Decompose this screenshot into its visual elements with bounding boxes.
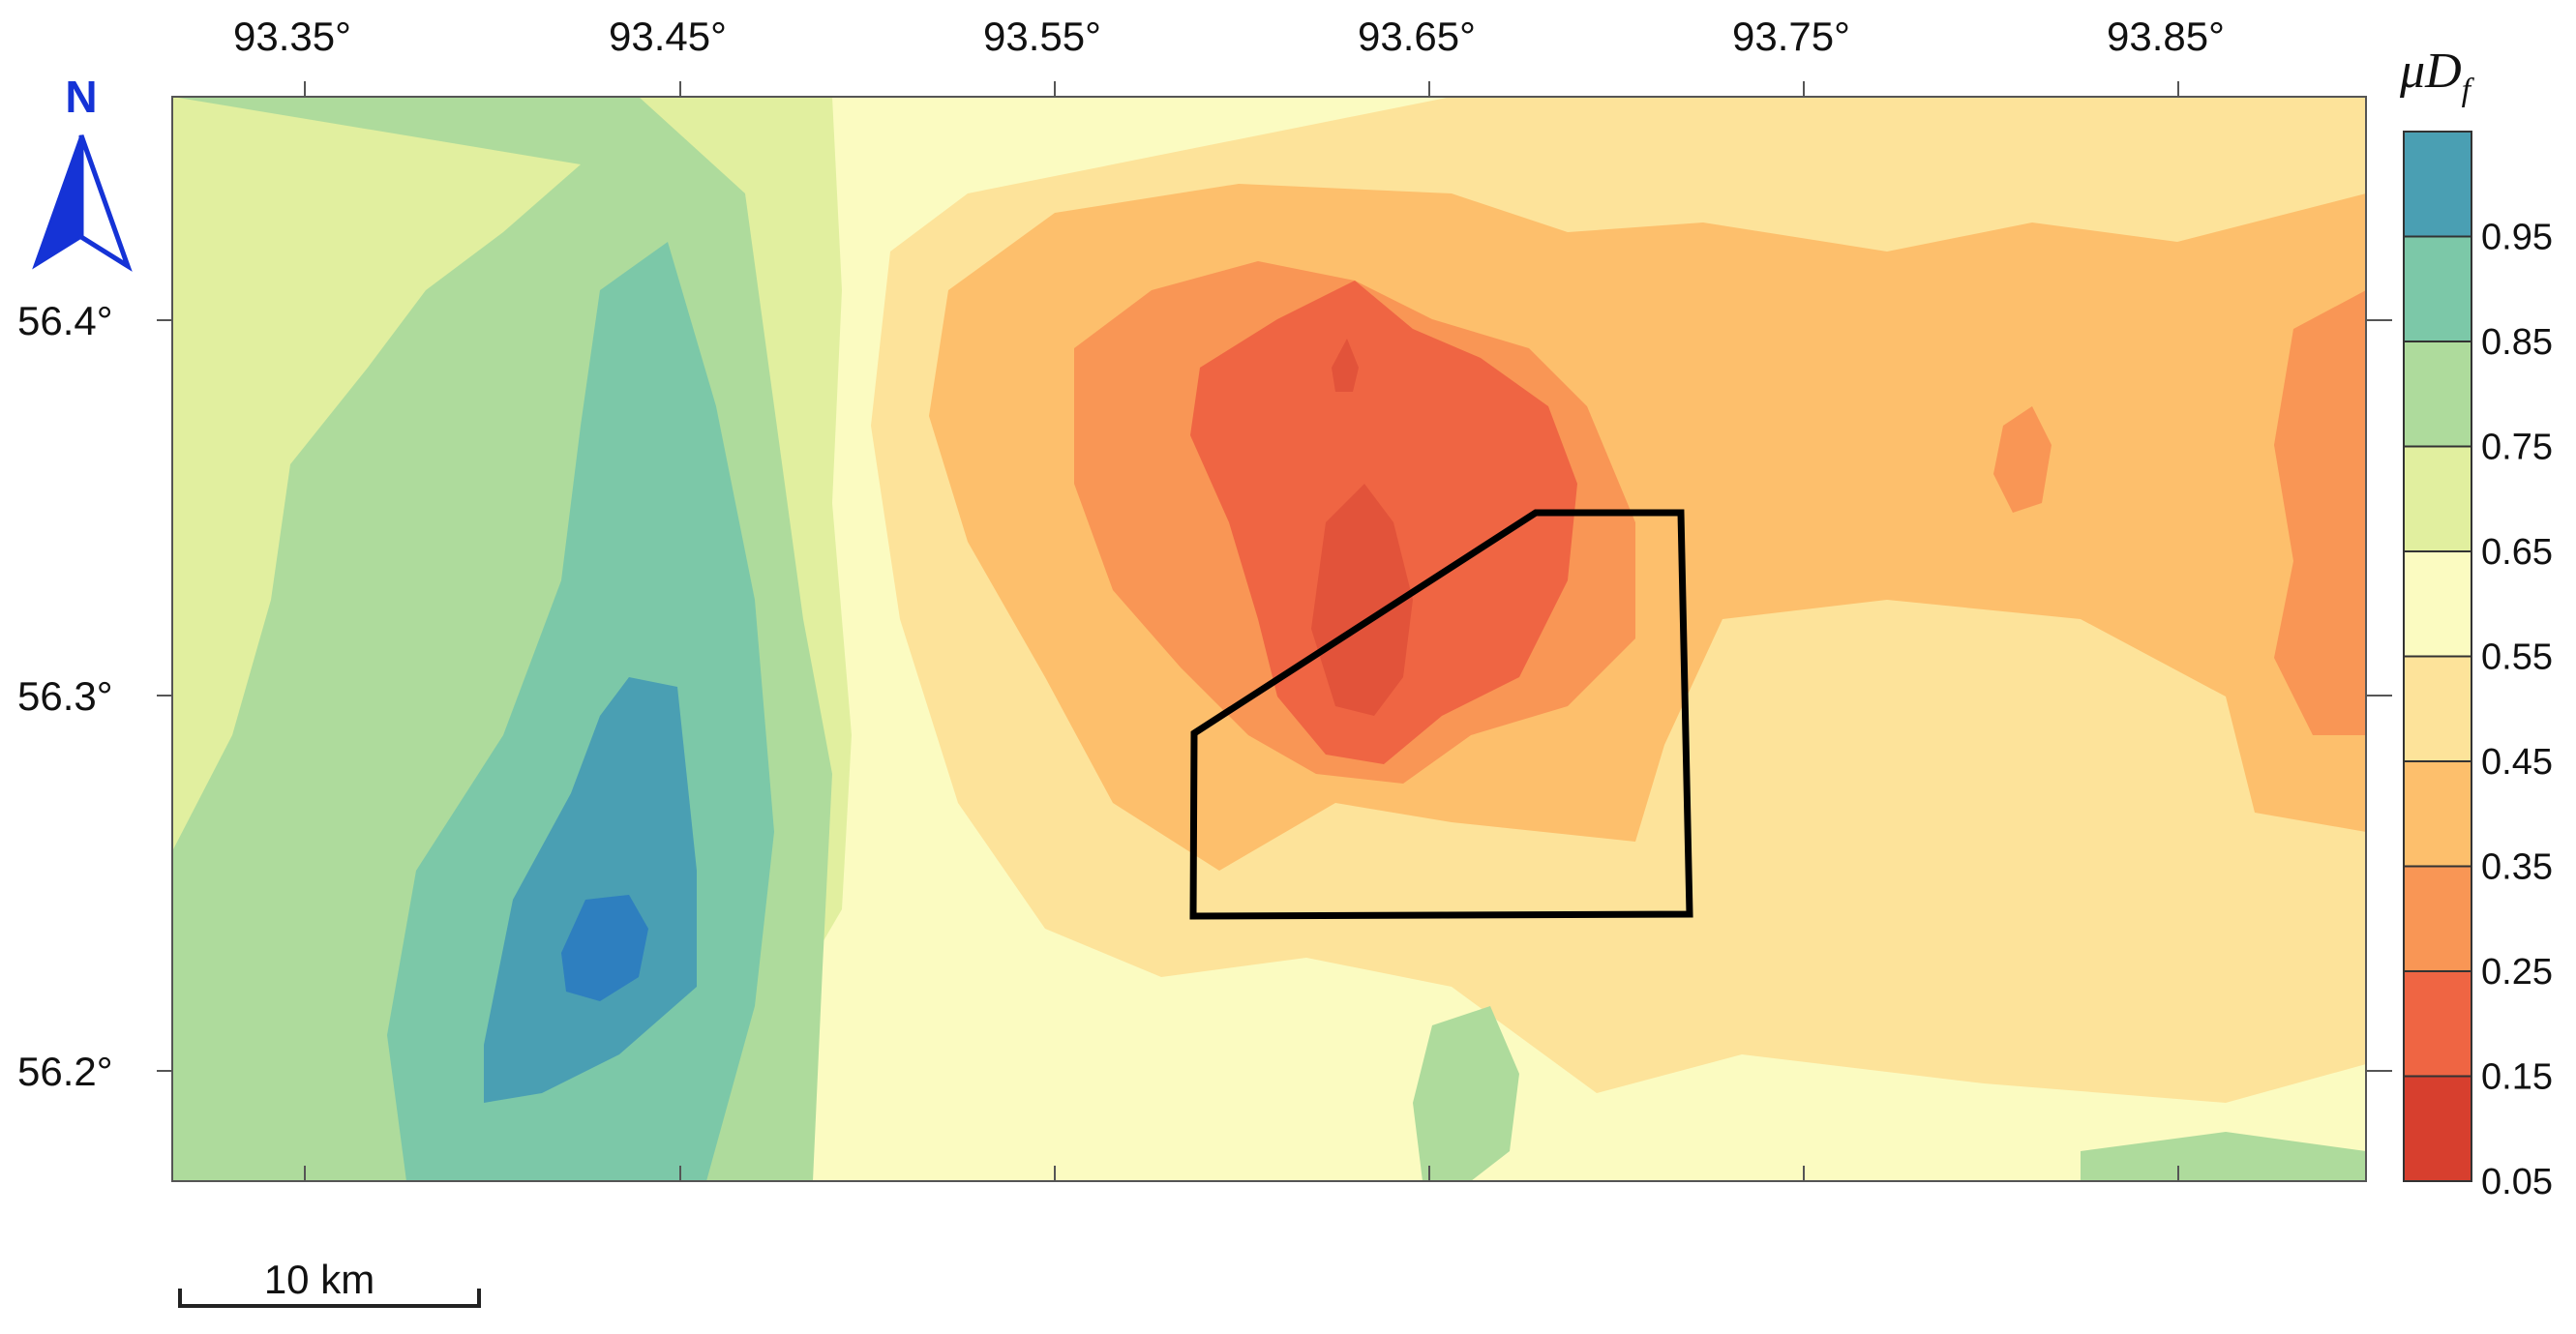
study-area-polygon — [1189, 509, 1693, 920]
scale-bar-line — [178, 1289, 481, 1308]
north-arrow: N — [32, 72, 133, 272]
north-label: N — [65, 72, 97, 122]
lon-ticks — [304, 81, 2179, 1181]
colorbar-label: 0.55 — [2481, 637, 2553, 678]
colorbar-label: 0.35 — [2481, 847, 2553, 888]
lon-tick-label: 93.65° — [1358, 14, 1476, 59]
colorbar-swatch — [2404, 551, 2471, 657]
contour-far-east-25 — [2274, 290, 2366, 735]
scale-bar: 10 km — [178, 1257, 481, 1308]
lat-tick-label: 56.4° — [17, 298, 113, 343]
colorbar-frame — [2403, 131, 2472, 1182]
colorbar: μDf 0.95 0.85 0.75 0.65 0.55 0.45 0.35 0.25 0.15… — [2399, 44, 2553, 1202]
colorbar-swatch — [2404, 132, 2471, 237]
north-arrow-outline-icon — [78, 134, 133, 272]
colorbar-title-main: μD — [2399, 44, 2462, 99]
north-arrow-icon — [32, 134, 83, 270]
colorbar-label: 0.45 — [2481, 742, 2553, 783]
colorbar-swatch — [2404, 971, 2471, 1077]
contour-south-75 — [1413, 1006, 1519, 1181]
colorbar-labels: 0.95 0.85 0.75 0.65 0.55 0.45 0.35 0.25 0.15 0.05 — [2481, 218, 2553, 1203]
colorbar-label: 0.65 — [2481, 532, 2553, 573]
colorbar-label: 0.85 — [2481, 322, 2553, 363]
colorbar-swatch — [2404, 761, 2471, 867]
colorbar-swatch — [2404, 341, 2471, 447]
colorbar-label: 0.95 — [2481, 218, 2553, 258]
contour-west-top — [561, 895, 648, 1001]
colorbar-swatch — [2404, 236, 2471, 342]
colorbar-swatch — [2404, 1076, 2471, 1182]
contour-map — [172, 97, 2366, 1181]
colorbar-title: μDf — [2399, 44, 2475, 108]
colorbar-swatch — [2404, 446, 2471, 552]
contour-spot-25 — [1993, 406, 2052, 513]
lon-tick-label: 93.55° — [983, 14, 1101, 59]
contour-west-95 — [484, 677, 697, 1103]
lat-tick-label: 56.2° — [17, 1049, 113, 1094]
lat-ticks — [157, 319, 2392, 1072]
contour-southeast-75 — [2081, 1132, 2366, 1181]
contour-east-05b — [1332, 339, 1359, 392]
colorbar-label: 0.15 — [2481, 1057, 2553, 1098]
scale-bar-label: 10 km — [264, 1257, 374, 1302]
colorbar-label: 0.25 — [2481, 952, 2553, 993]
map-frame — [171, 96, 2367, 1182]
colorbar-swatch — [2404, 656, 2471, 762]
lat-tick-label: 56.3° — [17, 673, 113, 719]
colorbar-label: 0.05 — [2481, 1162, 2553, 1202]
lon-tick-label: 93.85° — [2107, 14, 2225, 59]
colorbar-title-sub: f — [2462, 73, 2475, 108]
lon-tick-label: 93.35° — [233, 14, 351, 59]
lon-tick-label: 93.45° — [609, 14, 727, 59]
colorbar-label: 0.75 — [2481, 428, 2553, 468]
colorbar-swatches — [2404, 132, 2471, 1182]
lon-tick-label: 93.75° — [1732, 14, 1850, 59]
contour-east-05 — [1311, 484, 1413, 716]
colorbar-swatch — [2404, 866, 2471, 972]
